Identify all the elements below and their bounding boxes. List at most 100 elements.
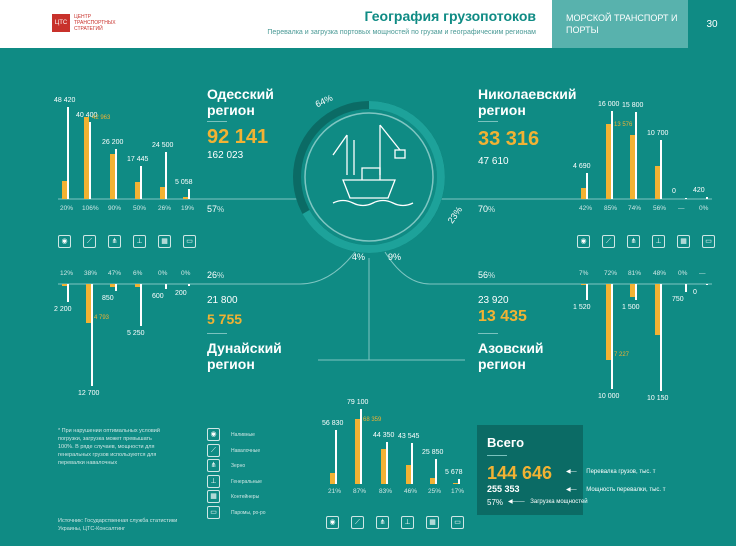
page-subtitle: Перевалка и загрузка портовых мощностей … <box>267 29 536 36</box>
odessa-capacity-bar <box>67 107 69 199</box>
danube-shipped-bar <box>135 284 140 287</box>
connector-lines <box>58 198 712 361</box>
azov-capacity-label: 750 <box>672 296 684 303</box>
danube-load-suffix: % <box>217 271 225 280</box>
nikolaev-load-suffix: % <box>488 205 496 214</box>
azov-capacity-label: 10 000 <box>598 393 620 400</box>
odessa-capacity-label: 40 400 <box>76 112 98 119</box>
azov-load-label: 72% <box>604 270 618 277</box>
total-label-load: ◀—— Загрузка мощностей <box>508 499 588 505</box>
danube-capacity-label: 600 <box>152 293 164 300</box>
legend-label: Паромы, ро-ро <box>231 509 266 516</box>
page-title: География грузопотоков <box>364 8 536 24</box>
total-capacity: 255 353 <box>487 484 520 494</box>
danube-share: 4% <box>352 252 366 262</box>
total-box: Всего 144 646 255 353 57% <box>477 425 583 515</box>
danube-capacity-label: 12 700 <box>78 390 100 397</box>
nikolaev-load-label: 74% <box>628 205 642 212</box>
azov-capacity-label: 1 500 <box>622 304 640 311</box>
source-note: Источник: Государственная служба статист… <box>58 518 178 532</box>
odessa-divider <box>207 121 227 122</box>
odessa-shipped-bar <box>62 181 67 199</box>
danube-divider <box>207 333 227 334</box>
danube-capacity-label: 200 <box>175 290 187 297</box>
azov-divider <box>478 333 498 334</box>
truck-icon: ▭ <box>207 505 220 519</box>
azov-capacity-bar <box>685 284 687 292</box>
nikolaev-load-label: 42% <box>579 205 593 212</box>
nikolaev-divider <box>478 121 498 122</box>
odessa-load-value: 57 <box>207 204 218 214</box>
odessa-shipped-bar <box>84 117 89 199</box>
footnote: * При нарушении оптимальных условий погр… <box>58 428 160 466</box>
azov-shipped-bar <box>606 284 611 360</box>
legend-label: Наливные <box>231 432 255 438</box>
legend-label: Генеральные <box>231 478 262 485</box>
azov-load-value: 56 <box>478 270 489 280</box>
total-capacity-label: 5 678 <box>445 469 463 476</box>
truck-icon: ▭ <box>702 235 715 248</box>
total-load-label: 46% <box>404 488 418 495</box>
drop-icon: ◉ <box>207 428 220 441</box>
danube-name: Дунайский регион <box>207 340 282 372</box>
nikolaev-capacity-bar <box>611 111 613 199</box>
wheat-icon: ⋔ <box>207 459 220 472</box>
odessa-capacity-label: 5 058 <box>175 179 193 186</box>
total-capacity-label: 44 350 <box>373 432 395 439</box>
nikolaev-shipped-bar <box>630 135 635 199</box>
odessa-load-label: 26% <box>158 205 172 212</box>
total-capacity-label: 56 830 <box>322 420 344 427</box>
drop-icon: ◉ <box>577 235 590 248</box>
page-number: 30 <box>688 0 736 48</box>
total-load-label: 17% <box>451 488 465 495</box>
nikolaev-shipped-bar <box>581 188 586 199</box>
azov-load: 56% <box>478 270 495 280</box>
section-band: МОРСКОЙ ТРАНСПОРТ И ПОРТЫ <box>552 0 688 48</box>
danube-capacity-bar <box>91 284 93 386</box>
nikolaev-capacity-label: 4 690 <box>573 163 591 170</box>
danube-shipped: 5 755 <box>207 311 243 327</box>
azov-capacity-label: 0 <box>693 289 697 296</box>
danube-shipped-bar <box>86 284 91 323</box>
odessa-capacity-bar <box>115 149 117 199</box>
wheat-icon: ⋔ <box>376 516 389 529</box>
azov-load-label: 48% <box>653 270 667 277</box>
azov-shipped-label: 7 227 <box>614 352 630 358</box>
total-label-shipped: ◀— Перевалка грузов, тыс. т <box>566 469 656 475</box>
danube-baseline <box>58 251 356 285</box>
danube-capacity-bar <box>67 284 69 302</box>
total-shipped-bar <box>406 465 411 484</box>
nikolaev-shipped: 33 316 <box>478 128 540 150</box>
total-shipped-bar <box>355 419 360 484</box>
danube-capacity-bar <box>165 284 167 289</box>
nikolaev-load: 70% <box>478 204 495 214</box>
azov-capacity-label: 10 150 <box>647 395 669 402</box>
danube-load: 26% <box>207 270 224 280</box>
total-capacity-label: 43 545 <box>398 433 420 440</box>
crane-icon: ⊥ <box>207 474 220 488</box>
odessa-shipped-bar <box>160 187 165 199</box>
odessa-shipped-bar <box>183 197 188 199</box>
azov-load-label: 7% <box>579 270 589 277</box>
total-capacity-bar <box>360 409 362 484</box>
truck-icon: ▭ <box>183 235 196 248</box>
total-shipped: 144 646 <box>487 463 553 483</box>
port-crane-icon <box>332 124 414 207</box>
total-capacity-label: 25 850 <box>422 449 444 456</box>
nikolaev-shipped-bar <box>655 166 660 199</box>
container-icon: ▦ <box>158 235 171 248</box>
odessa-capacity-label: 48 420 <box>54 97 76 104</box>
crane-icon: ⊥ <box>652 235 665 248</box>
azov-load-label: — <box>699 270 706 277</box>
odessa-load-label: 106% <box>82 205 99 212</box>
danube-capacity-label: 2 200 <box>54 306 72 313</box>
azov-name: Азовский регион <box>478 340 544 372</box>
total-shipped-bar <box>330 473 335 484</box>
total-capacity-label: 79 100 <box>347 399 369 406</box>
danube-shipped-label: 4 793 <box>94 315 110 321</box>
truck-icon: ▭ <box>451 516 464 529</box>
danube-capacity-bar <box>115 284 117 291</box>
odessa-load: 57% <box>207 204 224 214</box>
